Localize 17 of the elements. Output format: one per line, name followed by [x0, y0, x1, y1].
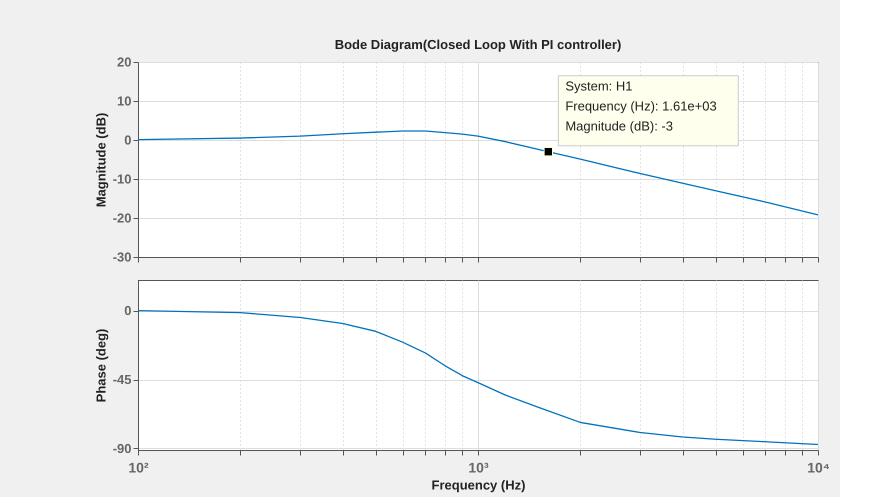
chart-title: Bode Diagram(Closed Loop With PI controller)	[334, 37, 622, 52]
x-tick-label: 10²	[128, 460, 149, 476]
x-tick-label: 10³	[468, 460, 489, 476]
annotation: System: H1 Frequency (Hz): 1.61e+03 Magnitude (dB): -3	[565, 78, 717, 134]
y-tick-label: -90	[112, 440, 132, 456]
y-tick-label: -10	[112, 172, 132, 186]
x-axis-title: Frequency (Hz)	[432, 478, 526, 492]
y-tick-label: 0	[124, 303, 132, 318]
y-tick-label: -20	[112, 210, 132, 226]
y-tick-label: 0	[124, 132, 132, 148]
y-axis-title: Magnitude (dB)	[94, 112, 109, 208]
y-tick-label: 10	[117, 94, 132, 108]
y-tick-label: 20	[117, 54, 132, 70]
y-tick-label: -30	[112, 250, 132, 264]
y-tick-label: -45	[112, 372, 132, 388]
y-axis-title: Phase (deg)	[94, 328, 109, 402]
x-tick-label: 10⁴	[807, 460, 830, 476]
